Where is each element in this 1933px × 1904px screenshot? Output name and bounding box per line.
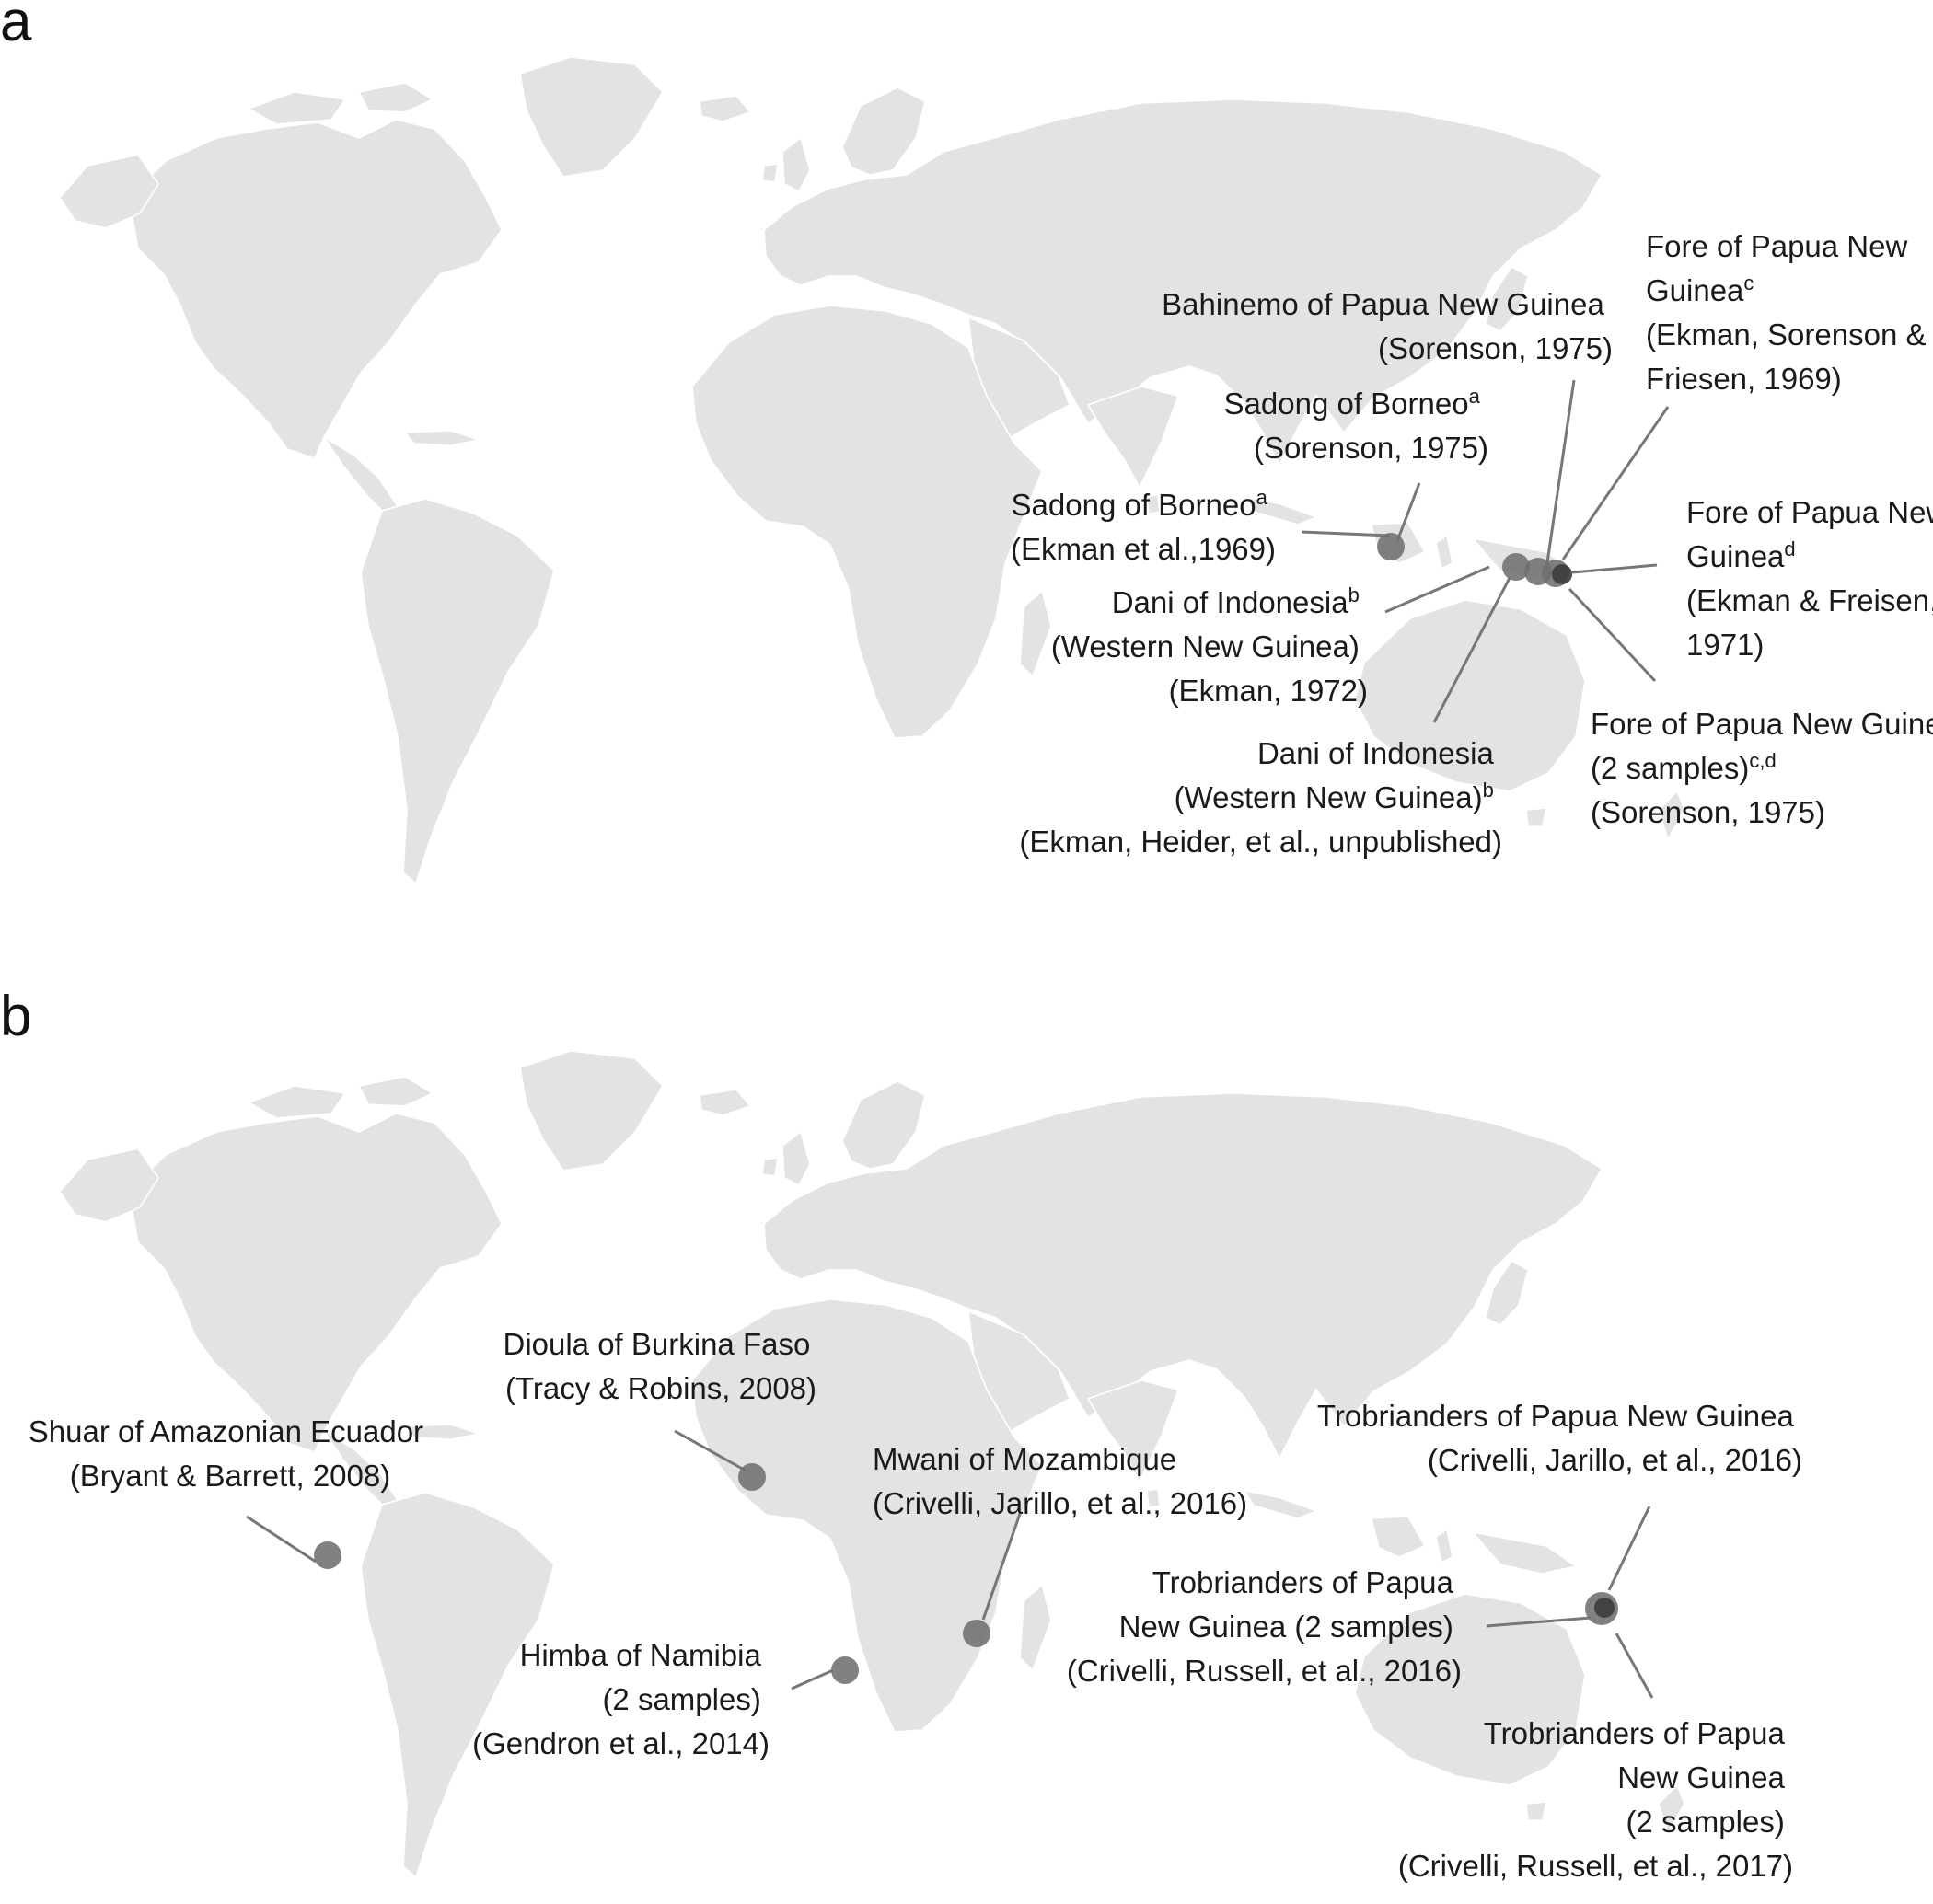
leader-lines-a	[1301, 379, 1670, 723]
marker-trobrianders-overlap	[1594, 1598, 1615, 1618]
panel-a: a Bahinemo of Papua New Guinea (Soren	[0, 0, 1933, 884]
label-trobrianders-2017: Trobrianders of Papua New Guinea (2 samp…	[1398, 1716, 1793, 1883]
marker-dioula	[738, 1463, 766, 1491]
markers-b	[314, 1463, 1618, 1684]
label-dani-unpublished: Dani of Indonesia (Western New Guinea)b …	[1019, 736, 1502, 859]
label-shuar: Shuar of Amazonian Ecuador (Bryant & Bar…	[29, 1414, 432, 1493]
label-fore-c: Fore of Papua New Guineac (Ekman, Sorens…	[1646, 229, 1933, 396]
label-fore-d: Fore of Papua New Guinead (Ekman & Freis…	[1686, 495, 1933, 662]
label-dani-ekman: Dani of Indonesiab (Western New Guinea) …	[1051, 583, 1368, 709]
label-fore-2-samples: Fore of Papua New Guinea (2 samples)c,d …	[1591, 707, 1933, 829]
marker-himba	[831, 1656, 859, 1684]
label-himba: Himba of Namibia (2 samples) (Gendron et…	[472, 1638, 770, 1760]
label-sadong-ekman: Sadong of Borneoa (Ekman et al.,1969)	[1011, 486, 1276, 567]
marker-fore-overlap	[1552, 564, 1572, 584]
label-trobrianders-2016: Trobrianders of Papua New Guinea (2 samp…	[1067, 1565, 1462, 1688]
label-bahinemo: Bahinemo of Papua New Guinea (Sorenson, …	[1162, 287, 1613, 365]
label-dioula: Dioula of Burkina Faso (Tracy & Robins, …	[503, 1327, 818, 1405]
marker-dani-indonesia	[1502, 553, 1530, 581]
marker-mwani	[963, 1620, 990, 1647]
markers-a	[1377, 533, 1572, 587]
label-sadong-sorenson: Sadong of Borneoa (Sorenson, 1975)	[1224, 385, 1488, 466]
leader-lines-b	[246, 1429, 1654, 1699]
marker-sadong-borneo	[1377, 533, 1405, 560]
label-mwani: Mwani of Mozambique (Crivelli, Jarillo, …	[873, 1442, 1247, 1520]
panel-a-letter: a	[0, 0, 32, 53]
marker-shuar	[314, 1541, 341, 1569]
label-trobrianders-jarillo: Trobrianders of Papua New Guinea (Crivel…	[1317, 1399, 1802, 1477]
panel-b-letter: b	[0, 985, 31, 1048]
panel-b: b Dioula of Burkina Faso (Tracy & Rob	[0, 985, 1802, 1883]
